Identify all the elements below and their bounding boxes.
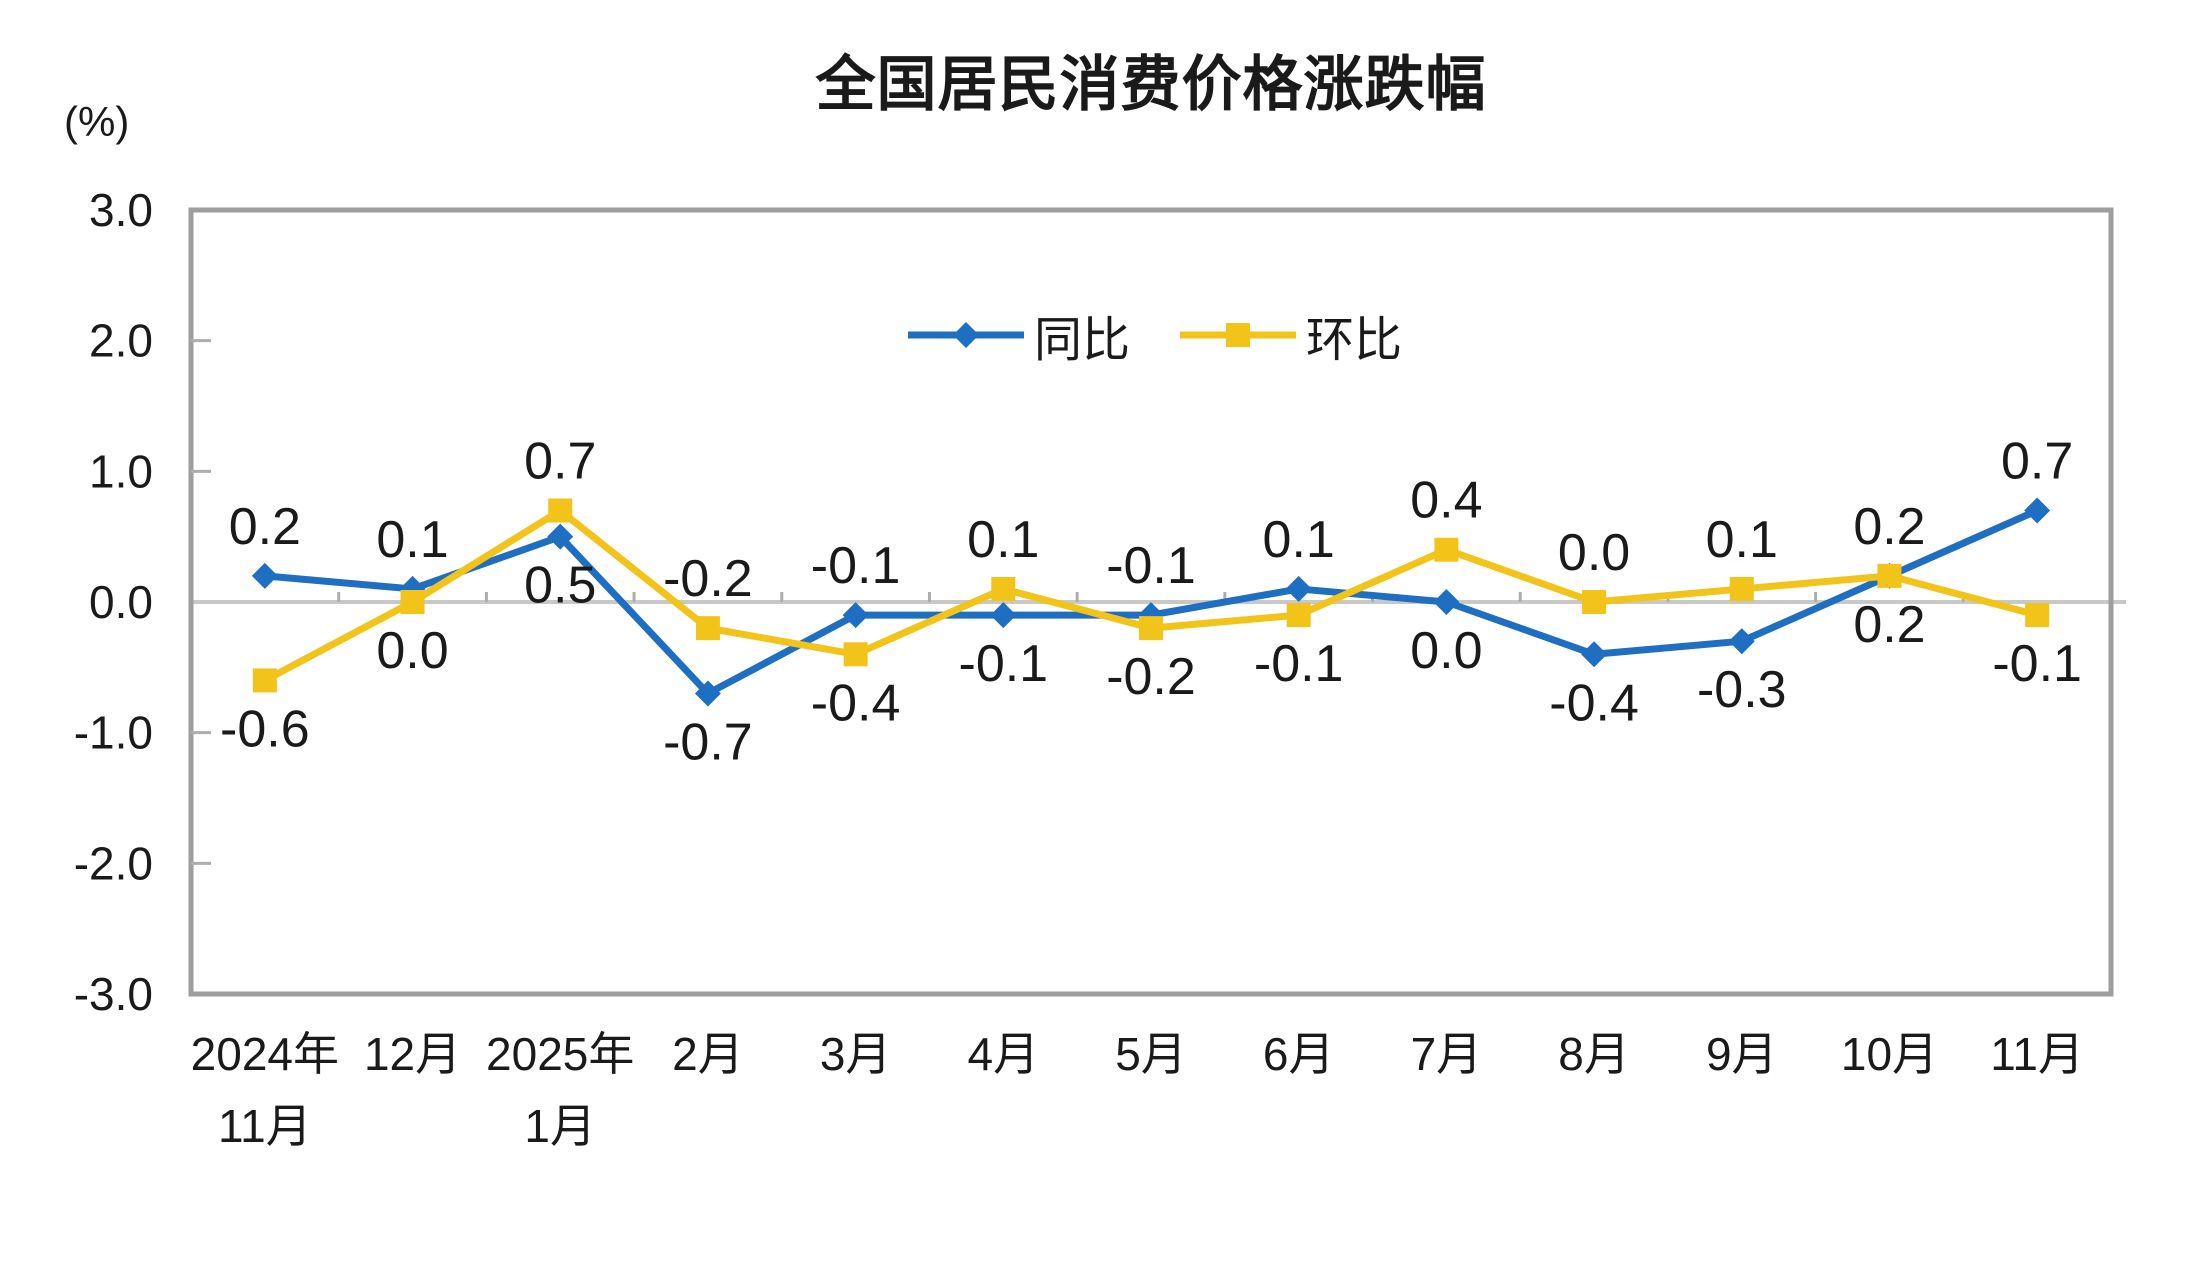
mom-marker [252, 668, 277, 693]
x-axis-label: 12月 [364, 1028, 461, 1080]
yoy-data-label: 0.7 [2001, 433, 2073, 491]
yoy-data-label: 0.2 [229, 498, 301, 556]
yoy-marker [1581, 641, 1608, 668]
yoy-marker [547, 523, 574, 550]
yoy-line-diamond-icon [908, 322, 1024, 348]
legend-label-yoy: 同比 [1034, 314, 1131, 367]
mom-data-label: -0.4 [811, 674, 901, 732]
legend-item-mom: 环比 [1180, 300, 1402, 370]
mom-marker [1434, 537, 1459, 562]
mom-marker [1582, 590, 1607, 614]
x-axis-label: 2024年 11月 [191, 1028, 339, 1152]
mom-data-label: -0.1 [1992, 635, 2082, 693]
mom-marker [843, 642, 868, 667]
x-axis-label: 5月 [1115, 1028, 1187, 1080]
mom-marker [1729, 576, 1754, 601]
mom-line-square-icon [1180, 323, 1297, 347]
y-axis-label: -1.0 [74, 707, 153, 759]
x-axis-label: 2月 [672, 1028, 744, 1080]
mom-marker [1877, 563, 1902, 588]
y-axis-label: -2.0 [74, 837, 153, 889]
yoy-data-label: -0.4 [1549, 674, 1639, 732]
x-axis-label: 9月 [1706, 1028, 1778, 1080]
mom-marker [1139, 616, 1163, 641]
yoy-data-label: -0.3 [1697, 661, 1787, 719]
mom-data-label: 0.4 [1410, 472, 1482, 530]
x-axis-label: 4月 [968, 1028, 1040, 1080]
x-axis-label: 2025年 1月 [486, 1028, 634, 1152]
y-axis-label: 3.0 [89, 184, 153, 236]
mom-marker [2025, 603, 2050, 628]
mom-data-label: -0.1 [1254, 635, 1344, 693]
mom-data-label: 0.1 [1706, 511, 1778, 569]
yoy-marker [1285, 575, 1312, 602]
mom-marker [695, 616, 720, 641]
yoy-data-label: -0.1 [959, 635, 1049, 693]
x-axis-label: 11月 [1990, 1028, 2084, 1080]
yoy-data-label: 0.1 [1263, 511, 1335, 569]
legend-item-yoy: 同比 [908, 300, 1130, 370]
x-axis-label: 6月 [1263, 1028, 1335, 1080]
x-axis-label: 3月 [820, 1028, 892, 1080]
x-axis-label: 8月 [1558, 1028, 1630, 1080]
mom-data-label: 0.1 [967, 511, 1039, 569]
mom-marker [1286, 603, 1311, 628]
yoy-data-label: -0.1 [1106, 537, 1196, 595]
mom-data-label: -0.6 [220, 700, 310, 758]
y-axis-unit-label: (%) [64, 98, 130, 145]
yoy-marker [842, 602, 869, 629]
yoy-marker [990, 602, 1017, 629]
mom-marker [991, 576, 1016, 601]
yoy-data-label: -0.7 [663, 713, 753, 771]
legend: 同比 环比 [908, 300, 1402, 370]
mom-marker [400, 590, 425, 614]
plot-border [188, 207, 2114, 997]
yoy-marker [694, 680, 721, 707]
y-axis-label: 2.0 [89, 315, 153, 367]
mom-data-label: -0.2 [663, 550, 753, 608]
yoy-data-label: 0.5 [524, 557, 596, 615]
yoy-data-label: 0.0 [1410, 622, 1482, 680]
x-axis-label: 7月 [1411, 1028, 1483, 1080]
chart-title: 全国居民消费价格涨跌幅 [815, 51, 1487, 118]
y-axis-label: 0.0 [89, 576, 153, 628]
yoy-data-label: 0.2 [1853, 498, 1925, 556]
mom-data-label: 0.0 [1558, 524, 1630, 582]
mom-data-label: 0.7 [524, 433, 596, 491]
y-axis-label: -3.0 [74, 968, 153, 1020]
legend-label-mom: 环比 [1306, 314, 1403, 367]
x-axis-label: 10月 [1841, 1028, 1938, 1080]
yoy-marker [2024, 497, 2051, 524]
yoy-marker [251, 562, 278, 589]
yoy-data-label: 0.1 [376, 511, 448, 569]
mom-data-label: -0.2 [1106, 648, 1196, 706]
yoy-marker [1728, 628, 1755, 655]
yoy-marker [1433, 589, 1460, 615]
mom-marker [548, 498, 573, 523]
mom-data-label: 0.2 [1853, 596, 1925, 654]
y-axis-label: 1.0 [89, 445, 153, 497]
mom-data-label: 0.0 [376, 622, 448, 680]
yoy-data-label: -0.1 [811, 537, 901, 595]
